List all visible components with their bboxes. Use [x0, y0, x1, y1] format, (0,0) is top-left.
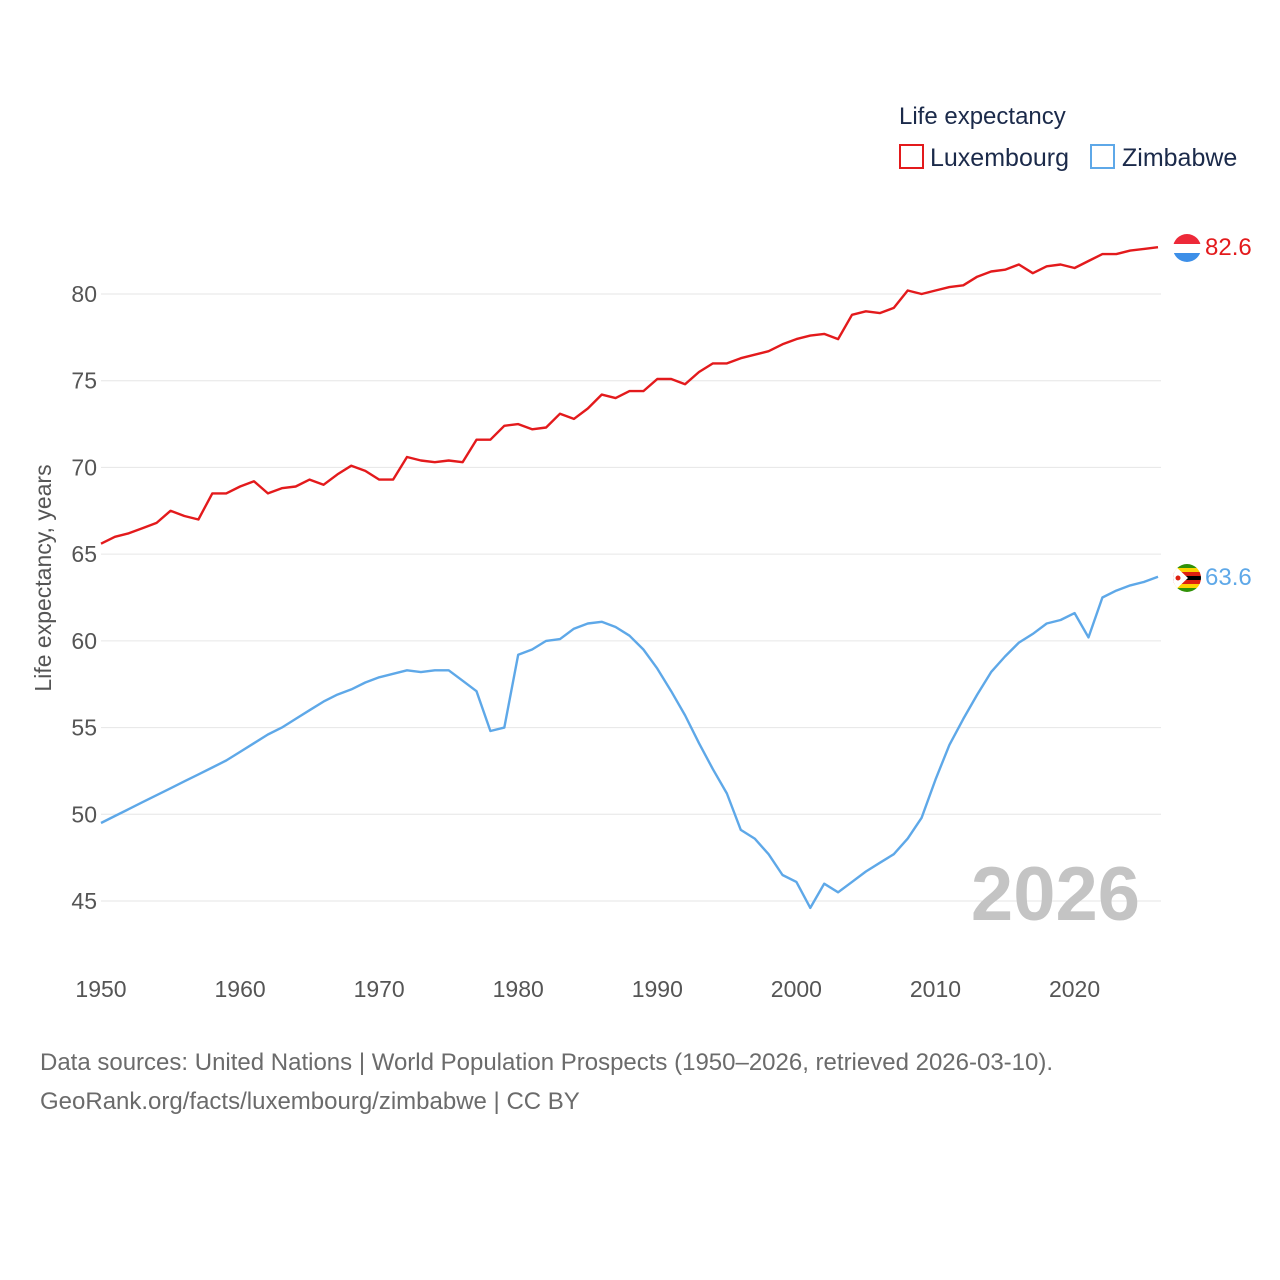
- y-tick-label: 80: [71, 281, 97, 307]
- y-tick-label: 50: [71, 801, 97, 827]
- series-line-zimbabwe[interactable]: [100, 575, 1159, 910]
- x-tick-label: 2010: [910, 976, 961, 1002]
- legend-label-zimbabwe[interactable]: Zimbabwe: [1122, 144, 1237, 172]
- legend: Life expectancy Luxembourg Zimbabwe: [899, 103, 1237, 172]
- gridlines: [101, 293, 1161, 902]
- x-tick-label: 2020: [1049, 976, 1100, 1002]
- source-line-1: Data sources: United Nations | World Pop…: [40, 1049, 1054, 1076]
- series-line-luxembourg[interactable]: [100, 246, 1159, 545]
- y-tick-label: 45: [71, 888, 97, 914]
- x-tick-label: 2000: [771, 976, 822, 1002]
- legend-swatch-zimbabwe[interactable]: [1090, 144, 1115, 169]
- y-tick-label: 75: [71, 368, 97, 394]
- legend-title: Life expectancy: [899, 103, 1066, 130]
- x-tick-label: 1980: [493, 976, 544, 1002]
- y-axis-label: Life expectancy, years: [30, 464, 56, 691]
- chart-canvas: 45 50 55 60 65 70 75 80 1950 1960 1970 1980 1990 200…: [30, 103, 1252, 1002]
- y-axis-ticks: 45 50 55 60 65 70 75 80: [71, 281, 97, 914]
- source-note: Data sources: United Nations | World Pop…: [40, 1043, 1053, 1121]
- source-line-2: GeoRank.org/facts/luxembourg/zimbabwe | …: [40, 1088, 580, 1115]
- x-axis-ticks: 1950 1960 1970 1980 1990 2000 2010 2020: [75, 976, 1100, 1002]
- year-watermark: 2026: [971, 852, 1140, 937]
- zimbabwe-flag-icon: [1173, 564, 1201, 592]
- end-label-zimbabwe: 63.6: [1205, 564, 1252, 591]
- y-tick-label: 70: [71, 454, 97, 480]
- x-tick-label: 1970: [354, 976, 405, 1002]
- legend-label-luxembourg[interactable]: Luxembourg: [930, 144, 1069, 172]
- legend-swatch-luxembourg[interactable]: [899, 144, 924, 169]
- x-tick-label: 1960: [214, 976, 265, 1002]
- end-label-luxembourg: 82.6: [1205, 234, 1252, 261]
- y-tick-label: 65: [71, 541, 97, 567]
- luxembourg-flag-icon: [1173, 234, 1201, 262]
- y-tick-label: 60: [71, 628, 97, 654]
- x-tick-label: 1990: [632, 976, 683, 1002]
- y-tick-label: 55: [71, 715, 97, 741]
- series-lines: [100, 246, 1159, 910]
- x-tick-label: 1950: [75, 976, 126, 1002]
